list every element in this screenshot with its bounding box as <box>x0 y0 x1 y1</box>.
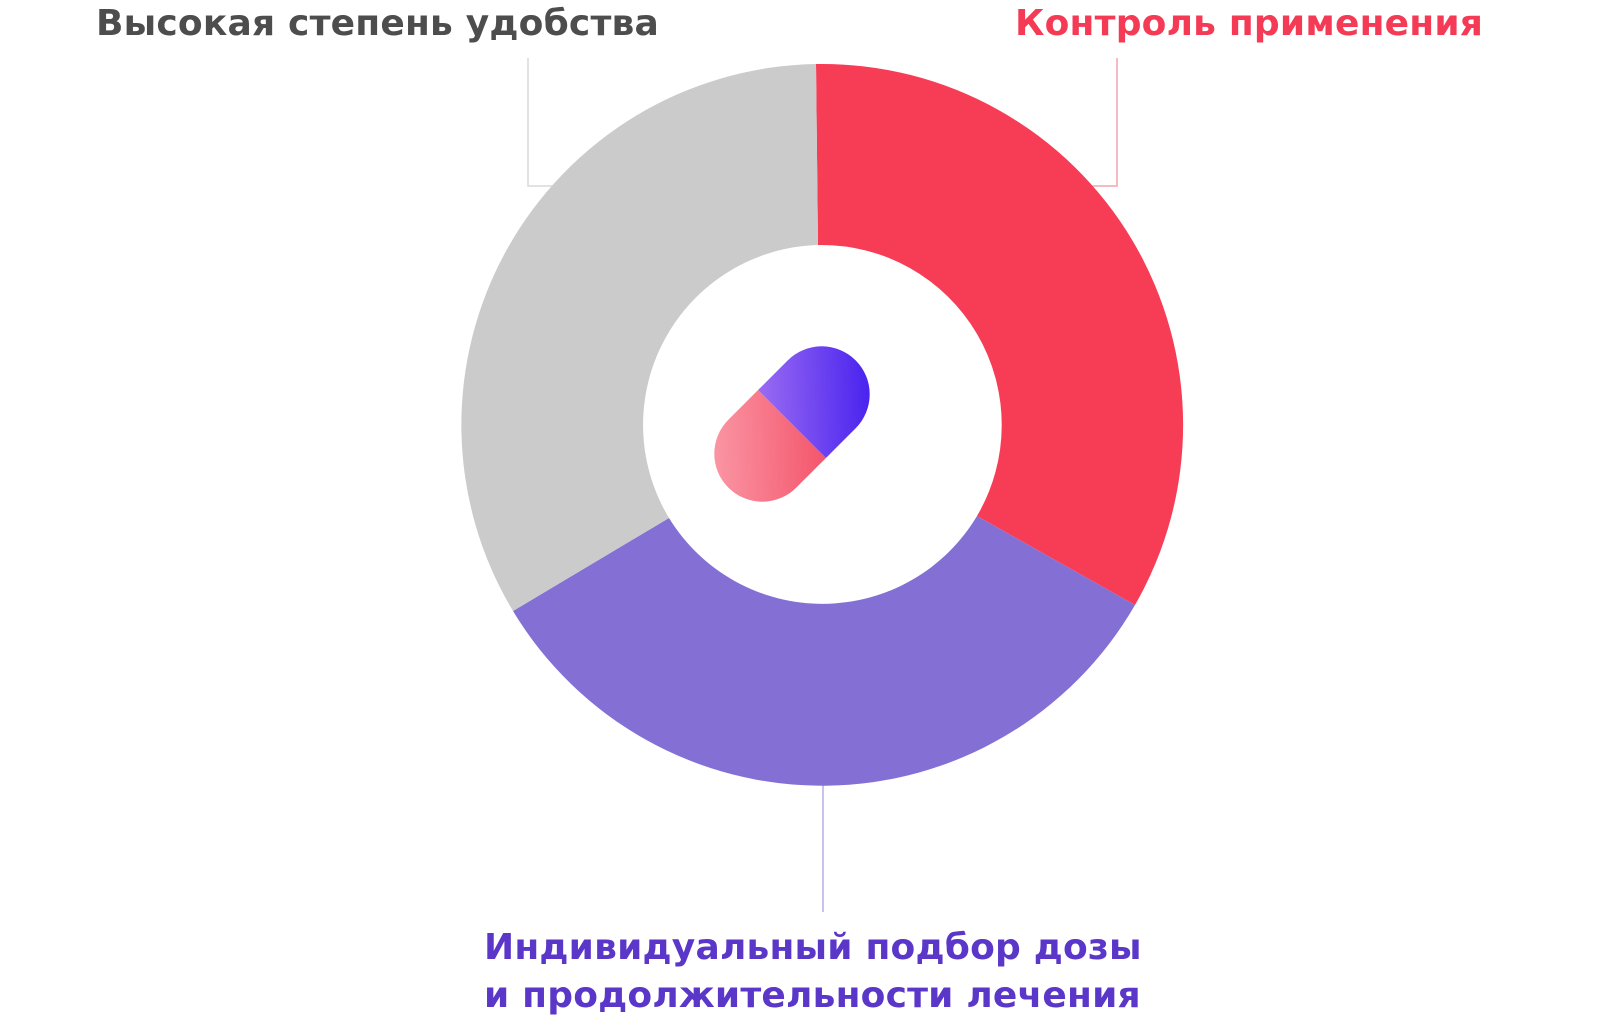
segment-convenience <box>461 64 818 611</box>
label-convenience: Высокая степень удобства <box>96 3 660 44</box>
segment-control <box>816 63 1184 605</box>
label-individual-line2: и продолжительности лечения <box>484 975 1141 1016</box>
pill-capsule-icon <box>714 346 870 502</box>
leader-line-convenience <box>527 58 556 187</box>
leader-line-control <box>1088 58 1118 187</box>
segment-individual <box>513 516 1135 786</box>
label-individual: Индивидуальный подбор дозы и продолжител… <box>484 924 1142 1020</box>
label-control: Контроль применения <box>1015 3 1484 44</box>
label-individual-line1: Индивидуальный подбор дозы <box>484 927 1142 968</box>
